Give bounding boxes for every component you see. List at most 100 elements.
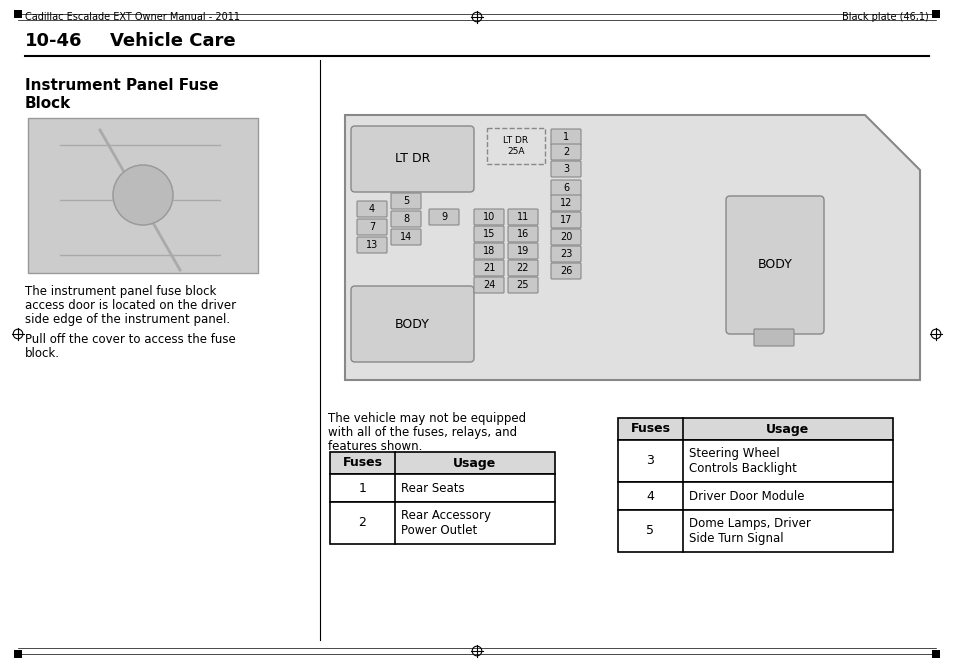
FancyBboxPatch shape xyxy=(351,126,474,192)
FancyBboxPatch shape xyxy=(725,196,823,334)
Text: Block: Block xyxy=(25,96,71,111)
FancyBboxPatch shape xyxy=(391,229,420,245)
Text: 8: 8 xyxy=(402,214,409,224)
Text: 4: 4 xyxy=(646,490,654,502)
Polygon shape xyxy=(345,115,919,380)
Text: 16: 16 xyxy=(517,229,529,239)
Text: Rear Seats: Rear Seats xyxy=(400,482,464,494)
FancyBboxPatch shape xyxy=(753,329,793,346)
Text: 20: 20 xyxy=(559,232,572,242)
Bar xyxy=(330,452,555,474)
Text: LT DR
25A: LT DR 25A xyxy=(503,136,528,156)
Text: 15: 15 xyxy=(482,229,495,239)
FancyBboxPatch shape xyxy=(429,209,458,225)
FancyBboxPatch shape xyxy=(551,161,580,177)
Text: 18: 18 xyxy=(482,246,495,256)
Text: 12: 12 xyxy=(559,198,572,208)
Text: Black plate (46,1): Black plate (46,1) xyxy=(841,12,928,22)
Text: 5: 5 xyxy=(402,196,409,206)
Text: 4: 4 xyxy=(369,204,375,214)
Text: 23: 23 xyxy=(559,249,572,259)
Text: 9: 9 xyxy=(440,212,447,222)
Bar xyxy=(618,482,892,510)
Text: Vehicle Care: Vehicle Care xyxy=(110,32,235,50)
FancyBboxPatch shape xyxy=(356,219,387,235)
FancyBboxPatch shape xyxy=(474,277,503,293)
Text: access door is located on the driver: access door is located on the driver xyxy=(25,299,236,312)
Text: 10-46: 10-46 xyxy=(25,32,82,50)
Text: 13: 13 xyxy=(366,240,377,250)
Bar xyxy=(931,10,939,18)
Text: LT DR: LT DR xyxy=(395,152,430,166)
Text: Driver Door Module: Driver Door Module xyxy=(688,490,803,502)
FancyBboxPatch shape xyxy=(351,286,474,362)
FancyBboxPatch shape xyxy=(551,180,580,196)
FancyBboxPatch shape xyxy=(474,226,503,242)
FancyBboxPatch shape xyxy=(507,277,537,293)
Text: features shown.: features shown. xyxy=(328,440,422,453)
Text: 10: 10 xyxy=(482,212,495,222)
FancyBboxPatch shape xyxy=(356,201,387,217)
Text: 3: 3 xyxy=(646,454,654,468)
Bar xyxy=(330,474,555,502)
Bar xyxy=(931,650,939,658)
FancyBboxPatch shape xyxy=(551,212,580,228)
Bar xyxy=(618,510,892,552)
FancyBboxPatch shape xyxy=(474,243,503,259)
FancyBboxPatch shape xyxy=(507,243,537,259)
Text: Fuses: Fuses xyxy=(630,422,670,436)
Text: BODY: BODY xyxy=(757,259,792,271)
Text: 22: 22 xyxy=(517,263,529,273)
Text: Dome Lamps, Driver
Side Turn Signal: Dome Lamps, Driver Side Turn Signal xyxy=(688,517,810,545)
Text: 2: 2 xyxy=(358,516,366,530)
FancyBboxPatch shape xyxy=(551,129,580,145)
Text: 1: 1 xyxy=(358,482,366,494)
Bar xyxy=(330,502,555,544)
Text: 25: 25 xyxy=(517,280,529,290)
Bar xyxy=(14,10,22,18)
Text: 1: 1 xyxy=(562,132,569,142)
Text: Rear Accessory
Power Outlet: Rear Accessory Power Outlet xyxy=(400,509,491,537)
FancyBboxPatch shape xyxy=(474,260,503,276)
FancyBboxPatch shape xyxy=(551,246,580,262)
Text: Instrument Panel Fuse: Instrument Panel Fuse xyxy=(25,78,218,93)
Text: 6: 6 xyxy=(562,183,569,193)
Text: Fuses: Fuses xyxy=(342,456,382,470)
Bar xyxy=(618,440,892,482)
Text: Usage: Usage xyxy=(765,422,809,436)
Text: 14: 14 xyxy=(399,232,412,242)
FancyBboxPatch shape xyxy=(391,193,420,209)
Text: 24: 24 xyxy=(482,280,495,290)
Text: The vehicle may not be equipped: The vehicle may not be equipped xyxy=(328,412,525,425)
FancyBboxPatch shape xyxy=(507,260,537,276)
Text: Pull off the cover to access the fuse: Pull off the cover to access the fuse xyxy=(25,333,235,346)
FancyBboxPatch shape xyxy=(391,211,420,227)
FancyBboxPatch shape xyxy=(28,118,257,273)
FancyBboxPatch shape xyxy=(551,229,580,245)
Text: 17: 17 xyxy=(559,215,572,225)
FancyBboxPatch shape xyxy=(507,226,537,242)
Bar xyxy=(618,418,892,440)
FancyBboxPatch shape xyxy=(551,263,580,279)
Text: 19: 19 xyxy=(517,246,529,256)
Text: 11: 11 xyxy=(517,212,529,222)
FancyBboxPatch shape xyxy=(507,209,537,225)
Text: 5: 5 xyxy=(646,524,654,538)
FancyBboxPatch shape xyxy=(356,237,387,253)
Text: 21: 21 xyxy=(482,263,495,273)
FancyBboxPatch shape xyxy=(551,144,580,160)
Text: Cadillac Escalade EXT Owner Manual - 2011: Cadillac Escalade EXT Owner Manual - 201… xyxy=(25,12,240,22)
FancyBboxPatch shape xyxy=(551,195,580,211)
Text: 2: 2 xyxy=(562,147,569,157)
Text: 3: 3 xyxy=(562,164,569,174)
Text: BODY: BODY xyxy=(395,317,430,331)
Text: 7: 7 xyxy=(369,222,375,232)
Text: Steering Wheel
Controls Backlight: Steering Wheel Controls Backlight xyxy=(688,447,796,475)
Text: side edge of the instrument panel.: side edge of the instrument panel. xyxy=(25,313,230,326)
Bar xyxy=(486,128,544,164)
Bar xyxy=(14,650,22,658)
FancyBboxPatch shape xyxy=(474,209,503,225)
Circle shape xyxy=(112,165,172,225)
Text: with all of the fuses, relays, and: with all of the fuses, relays, and xyxy=(328,426,517,439)
Text: The instrument panel fuse block: The instrument panel fuse block xyxy=(25,285,216,298)
